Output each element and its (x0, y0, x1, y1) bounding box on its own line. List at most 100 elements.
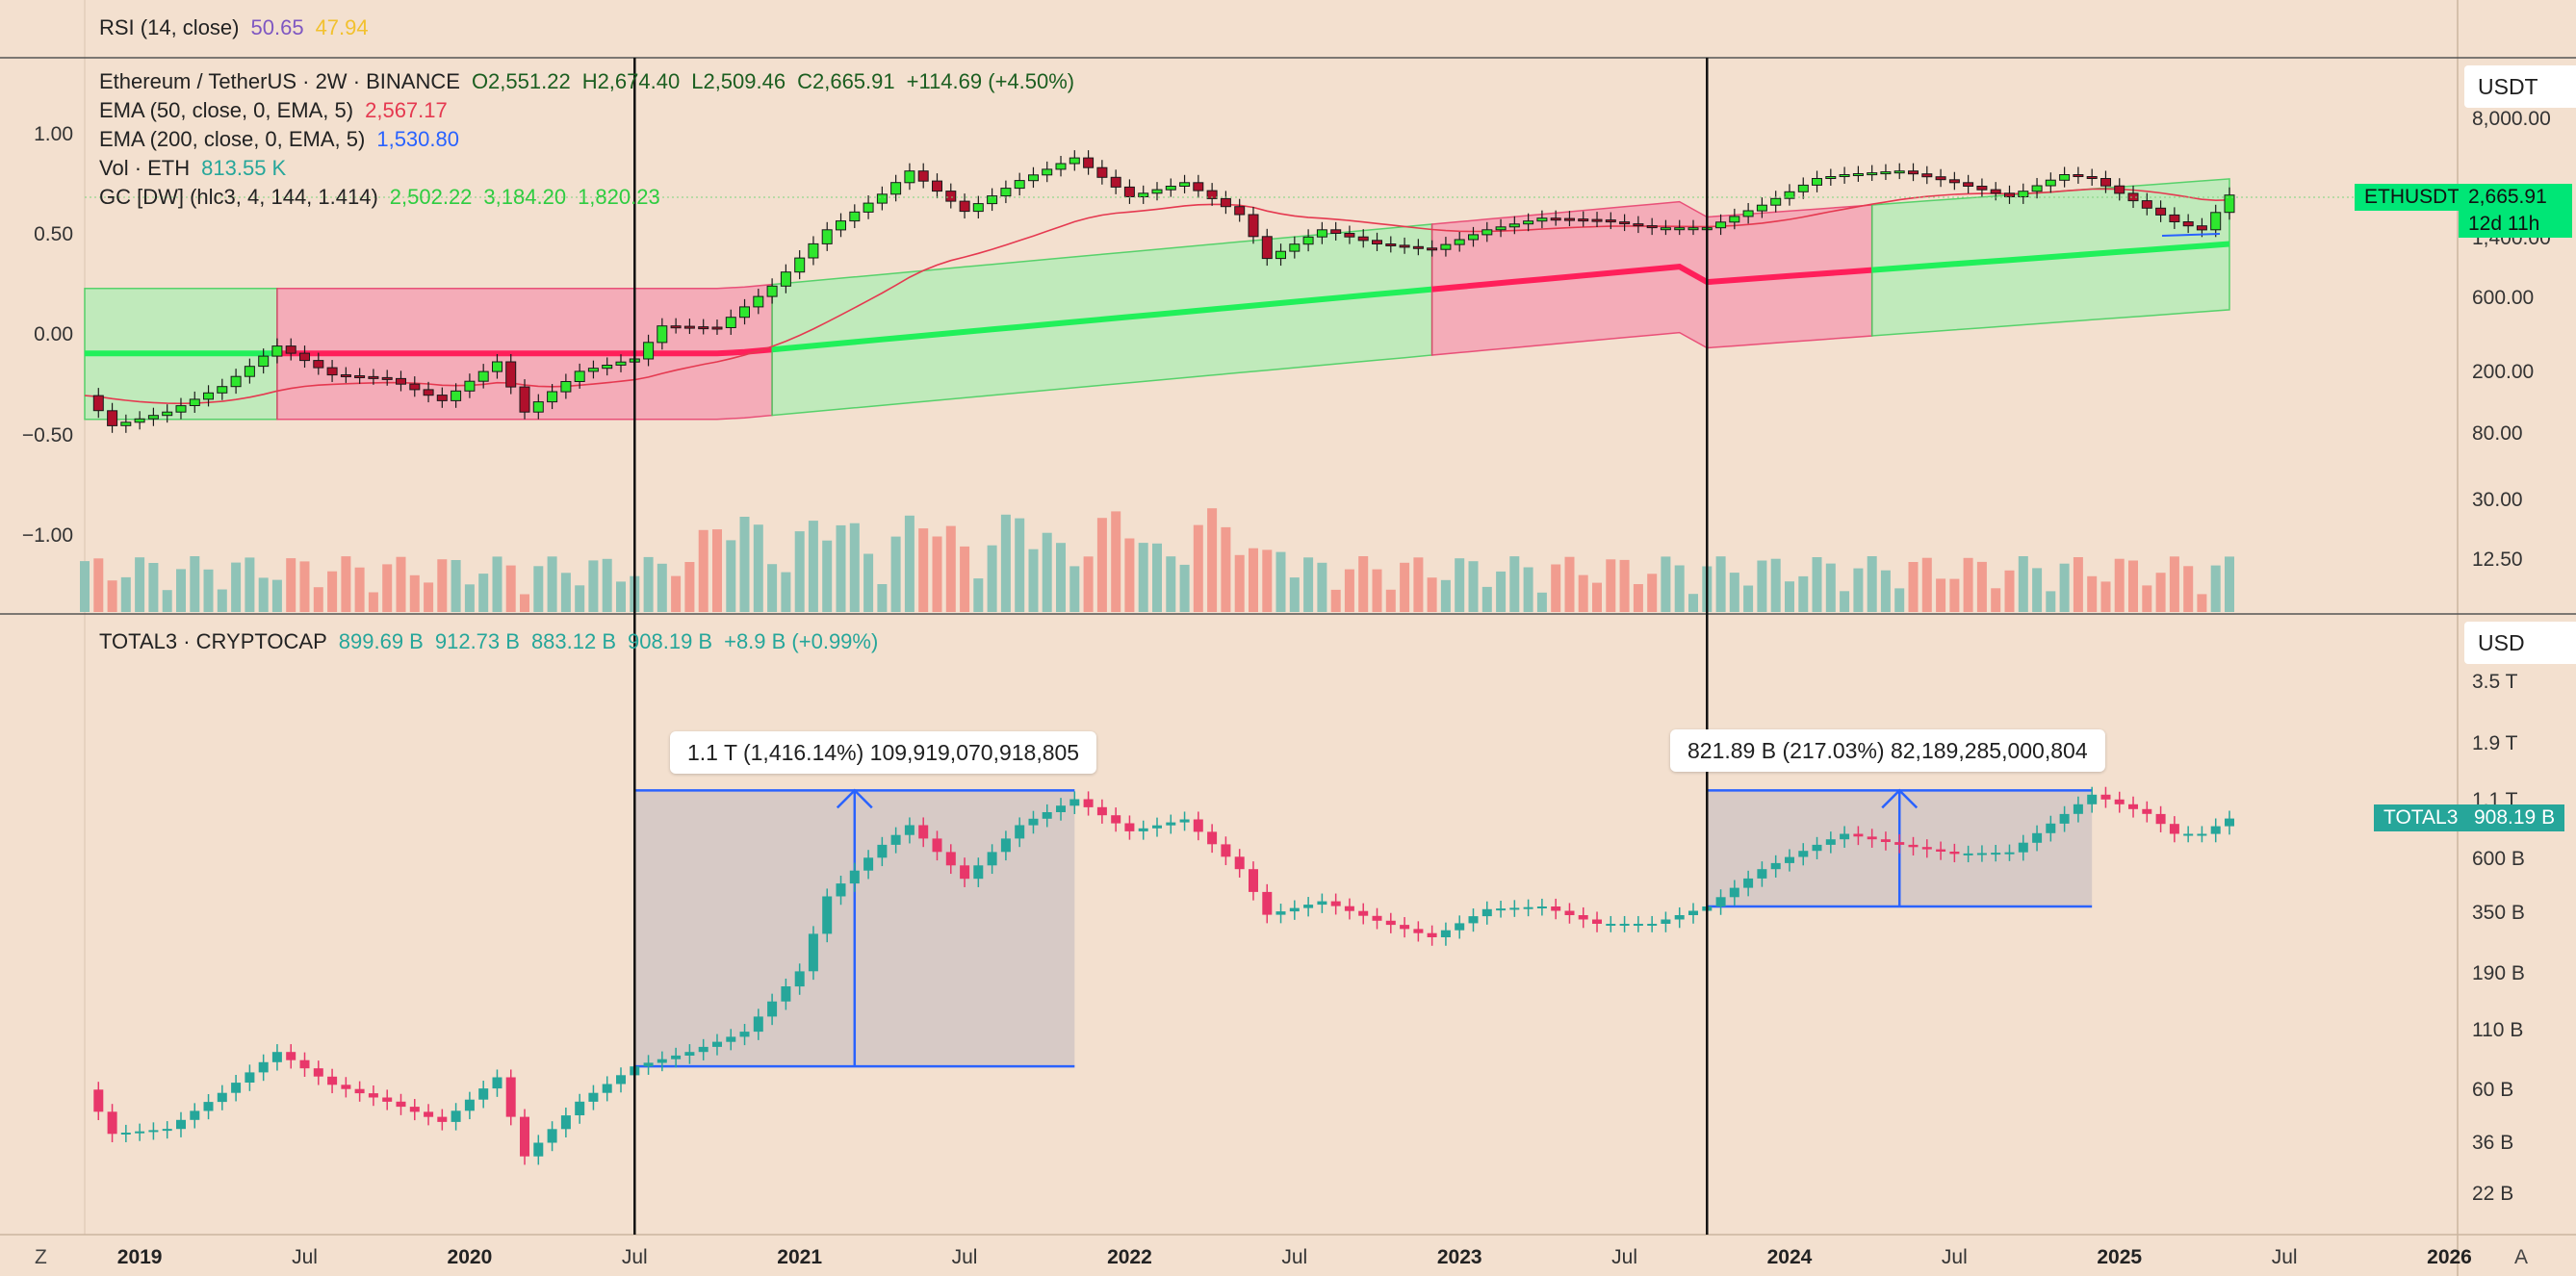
volume-bar (1647, 574, 1658, 612)
eth-candle-body (602, 365, 613, 370)
volume-bar (684, 562, 695, 612)
total3-candle-body (684, 1052, 695, 1056)
total3-candle-body (464, 1099, 475, 1111)
volume-bar (464, 584, 475, 612)
volume-bar (217, 589, 227, 612)
total3-candle-body (2032, 832, 2043, 843)
volume-bar (1592, 582, 1602, 612)
measure-label-2[interactable]: 821.89 B (217.03%) 82,189,285,000,804 (1670, 729, 2105, 772)
eth-candle-body (299, 352, 310, 362)
measure-label-1[interactable]: 1.1 T (1,416.14%) 109,919,070,918,805 (670, 731, 1097, 774)
total3-candle-body (1729, 887, 1739, 898)
total3-candle-body (1385, 920, 1396, 926)
eth-candle-body (1963, 182, 1974, 188)
eth-change: +114.69 (+4.50%) (906, 69, 1075, 93)
eth-currency-unit[interactable]: USDT (2464, 65, 2576, 108)
volume-bar (1536, 592, 1547, 612)
volume-bar (932, 536, 942, 612)
total3-candle-body (1400, 925, 1410, 930)
total3-candle-body (1358, 910, 1369, 916)
total3-candle-body (973, 865, 984, 880)
total3-candle-body (1468, 916, 1479, 924)
ema200-row[interactable]: EMA (200, close, 0, EMA, 5) 1,530.80 (99, 125, 1086, 154)
timezone-toggle[interactable]: Z (35, 1246, 47, 1268)
auto-scale-toggle[interactable]: A (2514, 1246, 2529, 1268)
ema200-value: 1,530.80 (376, 127, 459, 151)
gc-y-tick: 0.00 (34, 323, 73, 345)
eth-candle-body (615, 361, 627, 366)
volume-bar (2197, 594, 2207, 612)
eth-candle-body (147, 415, 159, 420)
volume-bar (2087, 575, 2098, 612)
volume-bar (1963, 557, 1973, 612)
eth-candle-body (505, 361, 517, 388)
eth-candle-body (1454, 239, 1465, 245)
volume-bar (1688, 594, 1698, 612)
total3-candle-body (836, 883, 846, 897)
volume-bar (1840, 591, 1850, 612)
volume-bar (1674, 565, 1685, 612)
total3-candle-body (1921, 847, 1932, 850)
eth-candle-body (1330, 229, 1342, 235)
volume-bar (904, 515, 914, 612)
eth-price-value: 2,665.91 (2468, 186, 2547, 208)
eth-candle-body (1165, 186, 1176, 191)
eth-candle-body (739, 306, 750, 319)
ema50-line (84, 188, 2230, 405)
total3-candle-body (299, 1059, 310, 1069)
gc-row[interactable]: GC [DW] (hlc3, 4, 144, 1.414) 2,502.22 3,1… (99, 183, 1086, 212)
eth-candle-body (876, 193, 888, 204)
eth-candle-body (1372, 240, 1382, 245)
volume-bar (93, 558, 104, 612)
total3-candle-body (1330, 901, 1341, 906)
total3-candle-body (1536, 906, 1547, 908)
eth-candle-body (1674, 227, 1686, 231)
total3-candle-body (1949, 852, 1960, 855)
eth-candle-body (932, 180, 942, 192)
total3-currency-unit[interactable]: USD (2464, 622, 2576, 664)
eth-candle-body (1633, 223, 1644, 227)
volume-bar (1633, 584, 1643, 612)
total3-candle-body (863, 857, 874, 871)
total3-candle-body (203, 1102, 214, 1111)
total3-candle-body (1633, 924, 1643, 926)
eth-symbol[interactable]: Ethereum / TetherUS · 2W · BINANCE (99, 69, 460, 93)
volume-bar (836, 524, 846, 612)
total3-candle-body (794, 971, 805, 987)
eth-candle-body (1756, 204, 1767, 212)
total3-candle-body (1592, 919, 1602, 924)
total3-candle-body (945, 852, 956, 866)
total3-candle-body (657, 1059, 667, 1063)
total3-candle-body (1991, 853, 2001, 855)
eth-candle-body (162, 411, 173, 417)
eth-candle-body (1481, 229, 1493, 236)
eth-y-tick: 200.00 (2472, 361, 2535, 383)
total3-y-tick: 110 B (2472, 1019, 2524, 1041)
total3-candle-body (1111, 815, 1121, 824)
volume-bar (643, 556, 654, 612)
gc-title: GC [DW] (hlc3, 4, 144, 1.414) (99, 185, 378, 209)
total3-candle-body (135, 1131, 145, 1134)
volume-bar (1193, 524, 1203, 612)
total3-symbol[interactable]: TOTAL3 · CRYPTOCAP (99, 629, 327, 653)
eth-candle-body (1578, 218, 1589, 222)
total3-candle-body (2004, 852, 2015, 855)
eth-candle-body (1427, 247, 1438, 251)
total3-candle-body (643, 1062, 654, 1067)
total3-candle-body (231, 1083, 242, 1093)
total3-candle-body (1770, 862, 1781, 870)
volume-bar (1234, 554, 1245, 612)
total3-candle-body (1564, 910, 1575, 915)
total3-candle-body (1207, 831, 1218, 845)
volume-bar (671, 575, 682, 612)
total3-candle-body (120, 1133, 131, 1135)
eth-candle-body (1042, 168, 1053, 176)
volume-bar (1785, 581, 1794, 612)
ema50-row[interactable]: EMA (50, close, 0, EMA, 5) 2,567.17 (99, 96, 1086, 125)
eth-candle-body (657, 325, 668, 344)
volume-row[interactable]: Vol · ETH 813.55 K (99, 154, 1086, 183)
total3-candle-body (1785, 856, 1794, 863)
total3-candle-body (1509, 907, 1520, 910)
